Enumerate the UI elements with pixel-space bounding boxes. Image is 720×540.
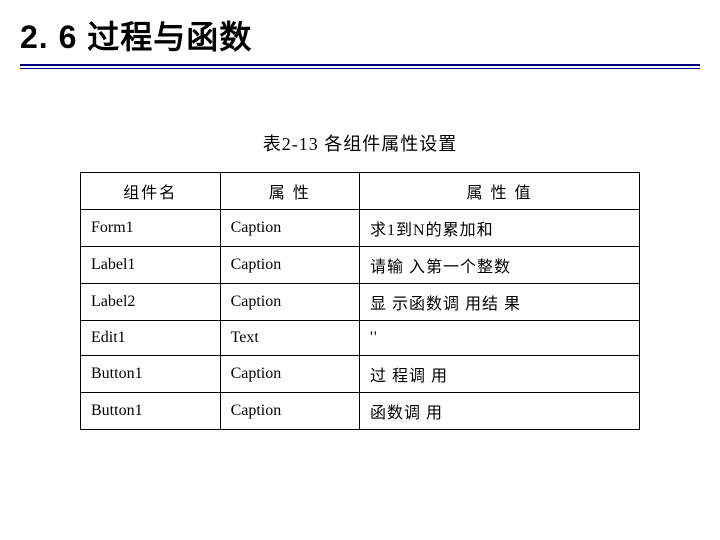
- cell-property: Caption: [220, 247, 359, 284]
- cell-property: Caption: [220, 210, 359, 247]
- cell-component: Button1: [81, 393, 221, 430]
- cell-value: 过 程调 用: [360, 356, 640, 393]
- cell-value: 求1到N的累加和: [360, 210, 640, 247]
- table-row: Label1 Caption 请输 入第一个整数: [81, 247, 640, 284]
- cell-value: 函数调 用: [360, 393, 640, 430]
- col-header-component: 组件名: [81, 173, 221, 210]
- cell-property: Caption: [220, 284, 359, 321]
- page-title: 2. 6 过程与函数: [20, 12, 700, 58]
- cell-component: Edit1: [81, 321, 221, 356]
- cell-value: 请输 入第一个整数: [360, 247, 640, 284]
- cell-value: 显 示函数调 用结 果: [360, 284, 640, 321]
- table-row: Form1 Caption 求1到N的累加和: [81, 210, 640, 247]
- cell-component: Label1: [81, 247, 221, 284]
- cell-component: Button1: [81, 356, 221, 393]
- table-row: Button1 Caption 过 程调 用: [81, 356, 640, 393]
- cell-value: '': [360, 321, 640, 356]
- table-row: Button1 Caption 函数调 用: [81, 393, 640, 430]
- properties-table: 组件名 属 性 属 性 值 Form1 Caption 求1到N的累加和 Lab…: [80, 172, 640, 430]
- table-row: Label2 Caption 显 示函数调 用结 果: [81, 284, 640, 321]
- col-header-property: 属 性: [220, 173, 359, 210]
- cell-component: Form1: [81, 210, 221, 247]
- heading-block: 2. 6 过程与函数: [0, 0, 720, 80]
- table-wrap: 组件名 属 性 属 性 值 Form1 Caption 求1到N的累加和 Lab…: [0, 172, 720, 430]
- cell-property: Caption: [220, 356, 359, 393]
- cell-property: Text: [220, 321, 359, 356]
- table-header-row: 组件名 属 性 属 性 值: [81, 173, 640, 210]
- cell-property: Caption: [220, 393, 359, 430]
- cell-component: Label2: [81, 284, 221, 321]
- col-header-value: 属 性 值: [360, 173, 640, 210]
- table-caption: 表2-13 各组件属性设置: [0, 130, 720, 156]
- heading-underline: [20, 64, 700, 72]
- table-row: Edit1 Text '': [81, 321, 640, 356]
